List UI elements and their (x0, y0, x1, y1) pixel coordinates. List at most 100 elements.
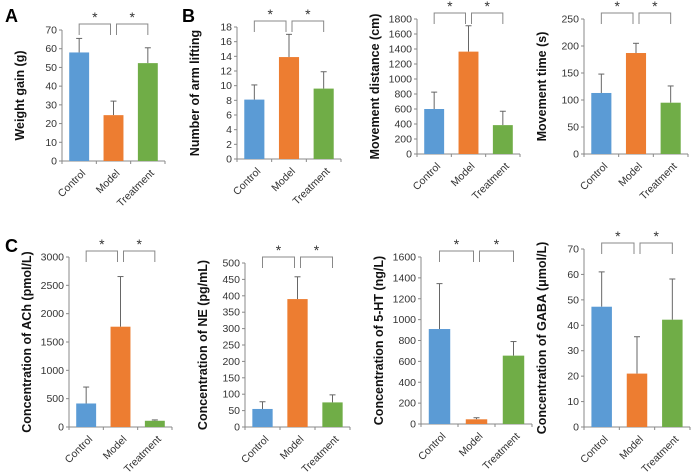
y-tick-label: 1400 (389, 44, 413, 56)
y-tick-label: 200 (398, 398, 416, 410)
significance-star: * (494, 236, 500, 252)
x-tick-label: Model (94, 167, 123, 196)
significance-star: * (614, 0, 620, 14)
x-tick-label: Control (416, 430, 448, 462)
significance-bracket (85, 250, 118, 262)
y-tick-label: 1000 (389, 74, 413, 86)
x-tick-label: Control (239, 433, 271, 465)
x-tick-label: Model (617, 433, 646, 462)
y-axis-title: Concentration of ACh (pmol/L) (20, 251, 34, 432)
y-tick-label: 450 (222, 274, 240, 286)
chart-4: 0 50 100 150 200 250 Movement time (s) Control M… (535, 0, 689, 203)
y-tick-label: 18 (220, 22, 232, 34)
y-tick-label: 60 (45, 43, 57, 55)
significance-bracket (601, 242, 635, 254)
y-tick-label: 250 (561, 14, 579, 26)
y-tick-label: 0 (406, 149, 412, 161)
significance-bracket (639, 242, 673, 254)
bar-model (465, 419, 488, 424)
y-tick-label: 4 (226, 124, 232, 136)
significance-star: * (454, 236, 460, 252)
y-tick-label: 100 (561, 95, 579, 107)
y-axis-title: Number of arm lifting (188, 30, 202, 156)
y-tick-label: 0 (234, 422, 240, 434)
y-tick-label: 16 (220, 36, 232, 48)
x-tick-label: Treatment (639, 433, 681, 475)
y-tick-label: 800 (398, 335, 416, 347)
y-tick-label: 3000 (41, 252, 65, 264)
x-tick-label: Model (269, 165, 298, 194)
chart-3: 0 200 400 600 800 1000 1200 1400 1600 1800 Movemen… (368, 0, 521, 203)
x-tick-label: Model (457, 430, 486, 459)
chart-8: 0 10 20 30 40 50 60 70 Concentration of GABA (μm… (535, 228, 691, 475)
y-tick-label: 14 (220, 51, 232, 63)
panel-label: C (5, 236, 18, 256)
bar-treatment (313, 88, 334, 159)
y-tick-label: 70 (567, 244, 579, 256)
chart-5: 0 500 1000 1500 2000 2500 3000 Concentration of… (20, 236, 173, 475)
bar-model (287, 299, 308, 427)
y-tick-label: 1600 (389, 29, 413, 41)
y-tick-label: 30 (45, 99, 57, 111)
significance-bracket (471, 12, 504, 24)
y-tick-label: 300 (222, 323, 240, 335)
x-tick-label: Treatment (115, 167, 157, 209)
x-tick-label: Treatment (291, 165, 333, 207)
y-tick-label: 0 (573, 422, 579, 434)
bar-control (428, 329, 451, 424)
x-tick-label: Control (63, 433, 95, 465)
y-tick-label: 150 (222, 372, 240, 384)
x-tick-label: Control (578, 160, 610, 192)
y-tick-label: 20 (45, 118, 57, 130)
significance-bracket (253, 20, 287, 32)
bar-treatment (502, 355, 525, 424)
y-tick-label: 400 (222, 290, 240, 302)
y-tick-label: 0 (573, 149, 579, 161)
chart-2: 0 2 4 6 8 10 12 14 16 18 Number of arm lifting Cont… (188, 6, 342, 208)
y-tick-label: 1200 (393, 293, 417, 305)
y-tick-label: 10 (567, 396, 579, 408)
y-tick-label: 50 (228, 405, 240, 417)
x-tick-label: Control (578, 433, 610, 465)
bar-model (626, 373, 648, 427)
significance-bracket (433, 12, 466, 24)
bar-control (69, 52, 90, 162)
significance-star: * (267, 6, 273, 22)
bar-treatment (662, 319, 683, 427)
y-tick-label: 1000 (41, 365, 65, 377)
significance-bracket (123, 250, 156, 262)
significance-bracket (600, 12, 634, 24)
x-tick-label: Treatment (299, 433, 341, 475)
y-tick-label: 800 (394, 89, 412, 101)
y-tick-label: 600 (398, 356, 416, 368)
x-tick-label: Treatment (638, 160, 680, 202)
y-tick-label: 150 (561, 68, 579, 80)
y-tick-label: 30 (567, 345, 579, 357)
y-tick-label: 1600 (393, 252, 417, 264)
y-tick-label: 600 (394, 104, 412, 116)
bar-treatment (144, 420, 165, 427)
x-tick-label: Control (231, 165, 263, 197)
significance-star: * (92, 9, 98, 25)
significance-star: * (484, 0, 490, 14)
bar-treatment (660, 102, 681, 154)
y-tick-label: 0 (410, 419, 416, 431)
bar-control (591, 92, 612, 154)
bar-treatment (137, 63, 158, 162)
y-tick-label: 350 (222, 307, 240, 319)
y-tick-label: 2500 (41, 280, 65, 292)
y-tick-label: 0 (226, 154, 232, 166)
bar-control (76, 403, 97, 427)
y-axis-title: Concentration of GABA (μmol/L) (535, 242, 549, 435)
y-axis-title: Movement time (s) (535, 32, 549, 142)
significance-bracket (300, 256, 333, 268)
y-tick-label: 20 (567, 371, 579, 383)
x-tick-label: Treatment (470, 160, 512, 202)
bar-model (458, 51, 479, 154)
bar-treatment (492, 125, 513, 154)
bar-control (244, 99, 265, 159)
significance-star: * (653, 228, 659, 244)
x-tick-label: Model (278, 433, 307, 462)
x-tick-label: Model (616, 160, 645, 189)
